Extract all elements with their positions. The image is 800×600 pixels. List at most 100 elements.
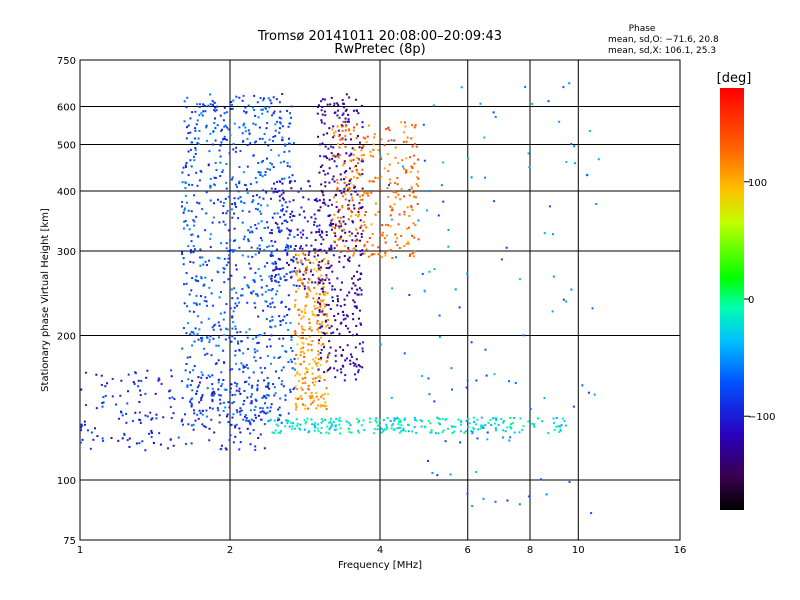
data-point xyxy=(314,239,317,242)
data-point xyxy=(323,346,326,349)
data-point xyxy=(235,389,238,392)
data-point xyxy=(194,419,197,422)
data-point xyxy=(440,184,443,187)
x-tick-label: 1 xyxy=(77,545,83,556)
data-point xyxy=(239,441,242,444)
data-point xyxy=(438,418,441,421)
data-point xyxy=(280,193,283,196)
data-point xyxy=(251,231,254,234)
data-point xyxy=(170,375,173,378)
data-point xyxy=(302,346,305,349)
data-point xyxy=(193,365,196,368)
data-point xyxy=(310,329,313,332)
data-point xyxy=(258,126,261,129)
data-point xyxy=(209,177,212,180)
data-point xyxy=(460,423,463,426)
data-point xyxy=(317,430,320,433)
data-point xyxy=(406,227,409,230)
data-point xyxy=(263,332,266,335)
data-point xyxy=(319,266,322,269)
data-point xyxy=(385,423,388,426)
data-point xyxy=(261,410,264,413)
data-point xyxy=(484,348,487,351)
data-point xyxy=(320,311,323,314)
data-point xyxy=(401,159,404,162)
data-point xyxy=(302,210,305,213)
data-point xyxy=(351,239,354,242)
data-point xyxy=(436,474,439,477)
data-point xyxy=(319,326,322,329)
data-point xyxy=(225,242,228,245)
data-point xyxy=(570,143,573,146)
data-point xyxy=(294,244,297,247)
data-point xyxy=(329,103,332,106)
data-point xyxy=(223,137,226,140)
data-point xyxy=(300,310,303,313)
data-point xyxy=(320,322,323,325)
data-point xyxy=(361,190,364,193)
series-points xyxy=(269,416,567,435)
data-point xyxy=(248,419,251,422)
data-point xyxy=(562,298,565,301)
data-point xyxy=(253,94,256,97)
data-point xyxy=(466,379,469,382)
data-point xyxy=(244,130,247,133)
data-point xyxy=(406,136,409,139)
data-point xyxy=(266,385,269,388)
data-point xyxy=(90,431,93,434)
data-point xyxy=(146,369,149,372)
data-point xyxy=(473,420,476,423)
data-point xyxy=(507,380,510,383)
data-point xyxy=(216,270,219,273)
data-point xyxy=(352,254,355,257)
data-point xyxy=(329,346,332,349)
data-point xyxy=(408,254,411,257)
data-point xyxy=(295,290,298,293)
data-point xyxy=(264,107,267,110)
data-point xyxy=(257,379,260,382)
data-point xyxy=(191,233,194,236)
data-point xyxy=(293,270,296,273)
data-point xyxy=(313,221,316,224)
data-point xyxy=(267,289,270,292)
data-point xyxy=(410,185,413,188)
data-point xyxy=(390,427,393,430)
data-point xyxy=(214,117,217,120)
data-point xyxy=(322,278,325,281)
data-point xyxy=(327,303,330,306)
data-point xyxy=(308,321,311,324)
data-point xyxy=(304,376,307,379)
data-point xyxy=(564,424,567,427)
data-point xyxy=(259,366,262,369)
data-point xyxy=(330,152,333,155)
data-point xyxy=(259,173,262,176)
data-point xyxy=(320,100,323,103)
data-point xyxy=(313,199,316,202)
data-point xyxy=(386,417,389,420)
data-point xyxy=(355,325,358,328)
data-point xyxy=(303,216,306,219)
data-point xyxy=(263,447,266,450)
data-point xyxy=(79,441,82,444)
data-point xyxy=(329,366,332,369)
data-point xyxy=(295,270,298,273)
data-point xyxy=(288,181,291,184)
data-point xyxy=(330,219,333,222)
data-point xyxy=(355,110,358,113)
data-point xyxy=(305,337,308,340)
data-point xyxy=(189,117,192,120)
data-point xyxy=(271,297,274,300)
data-point xyxy=(196,119,199,122)
data-point xyxy=(286,227,289,230)
data-point xyxy=(353,247,356,250)
data-point xyxy=(211,407,214,410)
data-point xyxy=(290,270,293,273)
data-point xyxy=(320,287,323,290)
data-point xyxy=(271,140,274,143)
data-point xyxy=(412,191,415,194)
data-point xyxy=(262,99,265,102)
data-point xyxy=(286,161,289,164)
data-point xyxy=(271,319,274,322)
data-point xyxy=(198,114,201,117)
data-point xyxy=(327,262,330,265)
